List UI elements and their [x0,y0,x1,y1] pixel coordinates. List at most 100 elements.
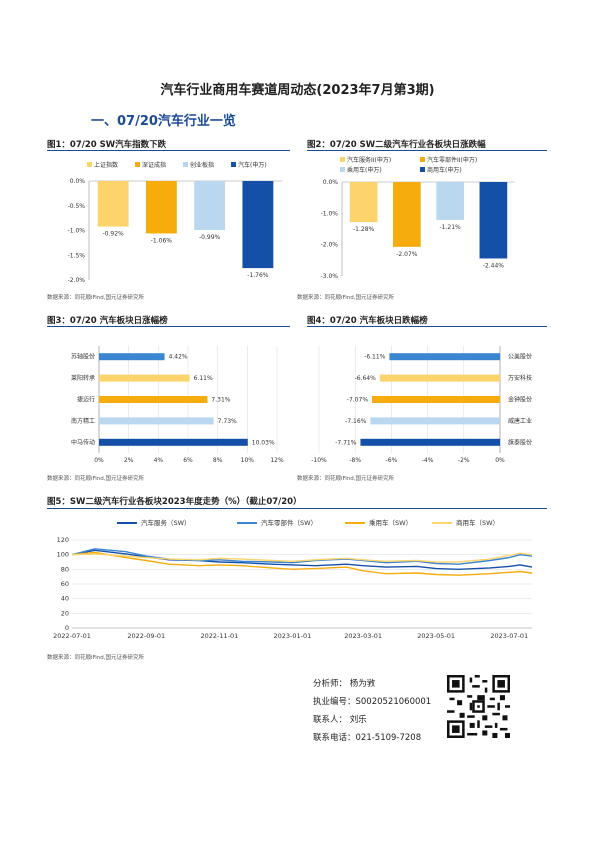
fig4-bar [360,438,500,446]
fig3-x-tick-label: 12% [270,457,284,464]
fig1-bar [145,181,177,234]
fig5-y-tick-label: 20 [61,609,69,617]
fig1-legend-swatch [87,162,92,167]
fig3-x-tick-label: 4% [154,457,164,464]
figure-1-source: 数据来源：同花顺iFind,国元证券研究所 [47,295,145,301]
fig2-data-label: -1.28% [353,226,375,233]
license-number: 执业编号：S0020521060001 [313,697,432,707]
fig2-legend-label: 汽车服务II(申万) [347,156,391,164]
fig3-category-label: 苏轴股份 [71,353,95,361]
fig1-y-tick-label: 0.0% [70,178,86,185]
fig3-category-label: 中马传动 [71,438,95,446]
fig5-y-tick-label: 120 [57,536,69,544]
fig1-legend-label: 上证指数 [94,161,118,169]
fig4-x-tick-label: -4% [422,457,434,464]
qr-code-icon [447,675,510,738]
fig5-y-tick-label: 0 [65,624,69,632]
fig5-legend-label: 乘用车（SW） [369,518,412,527]
fig5-x-tick-label: 2022-09-01 [127,632,165,640]
fig3-bar [99,438,248,446]
fig3-data-label: 4.42% [169,354,188,361]
fig4-data-label: -6.11% [364,354,386,361]
fig5-legend-label: 汽车零部件（SW） [261,518,317,527]
fig4-category-label: 威唐工业 [508,417,532,425]
figure-2-rule [307,150,547,151]
contact-phone: 联系电话：021-5109-7208 [313,733,422,743]
fig2-bar [349,182,378,223]
fig4-x-tick-label: -10% [311,457,327,464]
figure-3-source: 数据来源：同花顺iFind,国元证券研究所 [47,476,145,482]
fig5-x-tick-label: 2023-03-01 [344,632,382,640]
figure-1-title: 图1：07/20 SW汽车指数下跌 [47,140,167,150]
fig1-legend-swatch [135,162,140,167]
figure-2-source: 数据来源：同花顺iFind,国元证券研究所 [297,295,395,301]
fig4-bar [389,353,500,361]
fig1-y-tick-label: -1.0% [68,228,86,235]
fig4-data-label: -7.16% [345,418,367,425]
fig1-data-label: -0.99% [199,234,221,241]
fig4-data-label: -7.07% [347,397,369,404]
fig4-category-label: 金钟股份 [508,396,532,404]
fig2-legend-label: 乘用车(申万) [347,166,382,174]
fig4-bar [370,417,500,425]
fig2-legend-label: 汽车零部件II(申万) [427,156,477,164]
fig4-category-label: 万安科技 [508,374,532,382]
fig5-x-tick-label: 2022-07-01 [53,632,91,640]
analyst-name: 分析师： 杨为敩 [313,679,376,689]
fig3-x-tick-label: 8% [213,457,223,464]
fig5-y-tick-label: 40 [61,595,69,603]
figure-5-source: 数据来源：同花顺iFind,国元证券研究所 [47,655,145,661]
figure-5-chart: 汽车服务（SW） 汽车零部件（SW） 乘用车（SW） 商用车（SW） 0 20 40 60 80… [53,518,533,640]
figure-5-rule [47,508,547,509]
figure-3-rule [47,326,290,327]
fig2-bar [436,182,464,220]
fig3-data-label: 7.31% [211,397,230,404]
fig2-y-tick-label: -3.0% [321,273,339,280]
fig3-category-label: 莱阳转承 [71,374,95,382]
fig4-x-tick-label: 0% [495,457,505,464]
fig3-x-tick-label: 6% [183,457,193,464]
fig2-legend-swatch [340,157,345,162]
fig5-y-tick-label: 60 [61,580,69,588]
fig4-category-label: 公美股份 [508,353,532,361]
fig5-series-line [71,551,533,576]
fig3-bar [99,374,190,382]
fig3-data-label: 6.11% [194,375,213,382]
fig3-data-label: 10.03% [252,439,275,446]
fig1-y-tick-label: -0.5% [68,203,86,210]
fig1-legend-swatch [183,162,188,167]
fig2-y-tick-label: -2.0% [321,242,339,249]
fig2-data-label: -1.21% [440,224,462,231]
fig3-x-tick-label: 2% [124,457,134,464]
fig5-legend-label: 商用车（SW） [456,518,499,527]
fig4-data-label: -7.71% [335,439,357,446]
fig3-x-tick-label: 0% [94,457,104,464]
figure-3-chart: 0% 2% 4% 6% 8% 10% 12% 苏轴股份 4.42% 莱阳转承 6.11% 捷迈行 7.3… [71,346,284,464]
fig5-x-tick-label: 2023-07-01 [490,632,528,640]
fig1-legend-label: 汽车(申万) [238,161,267,169]
fig5-series-line [71,552,533,563]
fig3-x-tick-label: 10% [241,457,255,464]
fig4-x-tick-label: -2% [458,457,470,464]
figure-4-title: 图4：07/20 汽车板块日跌幅榜 [307,316,428,326]
figure-4-rule [307,326,547,327]
fig3-bar [99,396,208,403]
fig2-y-tick-label: 0.0% [323,179,339,186]
fig1-data-label: -1.76% [247,272,269,279]
fig4-category-label: 旗泰股份 [508,438,532,446]
page-title: 汽车行业商用车赛道周动态(2023年7月第3期) [160,83,435,98]
fig3-category-label: 捷迈行 [77,396,95,404]
fig5-y-tick-label: 100 [57,551,69,559]
figure-1-chart: 上证指数 深证成指 创业板指 汽车(申万) 0.0% -0.5% -1.0% -1.5% -2.… [68,161,282,284]
figure-3-title: 图3：07/20 汽车板块日涨幅榜 [47,316,168,326]
figure-1-rule [47,150,290,151]
section-title: 一、07/20汽车行业一览 [91,114,236,129]
fig2-legend-swatch [340,167,345,172]
fig4-data-label: -6.64% [355,375,377,382]
fig4-bar [372,396,500,403]
fig3-category-label: 南方精工 [71,417,95,425]
fig1-data-label: -0.92% [103,231,125,238]
figure-2-chart: 汽车服务II(申万) 汽车零部件II(申万) 乘用车(申万) 商用车(申万) 0.0% -… [321,156,515,280]
fig2-legend-swatch [420,167,425,172]
fig1-bar [97,181,129,227]
